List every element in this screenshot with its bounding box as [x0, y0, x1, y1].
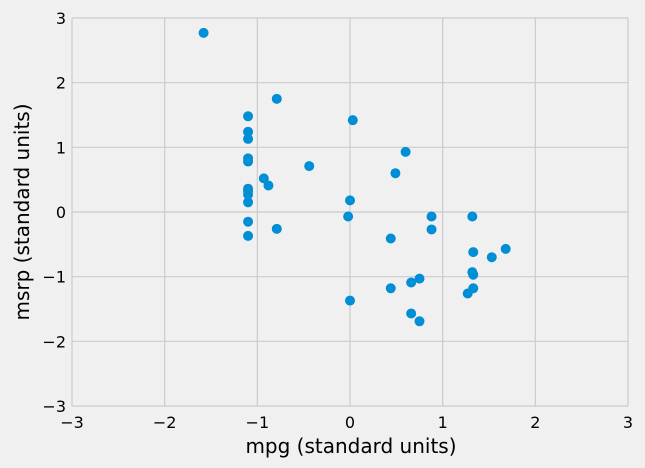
y-tick-labels: −3 −2 −1 0 1 2 3	[42, 9, 66, 416]
data-point	[400, 146, 411, 157]
y-tick-label: 3	[56, 9, 66, 28]
y-tick-label: −1	[42, 268, 66, 287]
y-tick-label: 0	[56, 203, 66, 222]
x-tick-labels: −3 −2 −1 0 1 2 3	[60, 413, 633, 432]
x-axis-label: mpg (standard units)	[245, 434, 456, 458]
x-tick-label: 2	[530, 413, 540, 432]
data-point	[467, 211, 478, 222]
data-point	[486, 252, 497, 263]
data-point	[385, 283, 396, 294]
data-point	[462, 288, 473, 299]
x-tick-label: 3	[623, 413, 633, 432]
data-point	[243, 189, 254, 200]
data-point	[198, 27, 209, 38]
data-point	[385, 233, 396, 244]
grid	[71, 17, 629, 407]
data-point	[243, 133, 254, 144]
data-point	[263, 180, 274, 191]
y-tick-label: 1	[56, 138, 66, 157]
data-point	[426, 211, 437, 222]
data-point	[271, 93, 282, 104]
data-point	[271, 223, 282, 234]
data-point	[414, 316, 425, 327]
data-points	[198, 27, 511, 327]
data-point	[304, 161, 315, 172]
x-tick-label: 1	[438, 413, 448, 432]
data-point	[390, 168, 401, 179]
data-point	[500, 243, 511, 254]
data-point	[243, 216, 254, 227]
data-point	[243, 126, 254, 137]
y-tick-label: 2	[56, 74, 66, 93]
data-point	[243, 156, 254, 167]
data-point	[414, 273, 425, 284]
data-point	[345, 195, 355, 206]
data-point	[258, 173, 269, 184]
data-point	[243, 111, 254, 122]
x-tick-label: −2	[153, 413, 177, 432]
data-point	[343, 211, 354, 222]
data-point	[406, 308, 417, 319]
data-point	[347, 115, 358, 126]
y-tick-label: −3	[42, 397, 66, 416]
data-point	[468, 269, 479, 280]
data-point	[243, 230, 254, 241]
y-tick-label: −2	[42, 332, 66, 351]
x-tick-label: −3	[60, 413, 84, 432]
data-point	[468, 247, 479, 258]
x-tick-label: −1	[246, 413, 270, 432]
x-tick-label: 0	[345, 413, 355, 432]
data-point	[426, 224, 437, 235]
data-point	[345, 295, 355, 306]
data-point	[243, 197, 254, 208]
data-point	[406, 277, 417, 288]
y-axis-label: msrp (standard units)	[10, 103, 34, 320]
